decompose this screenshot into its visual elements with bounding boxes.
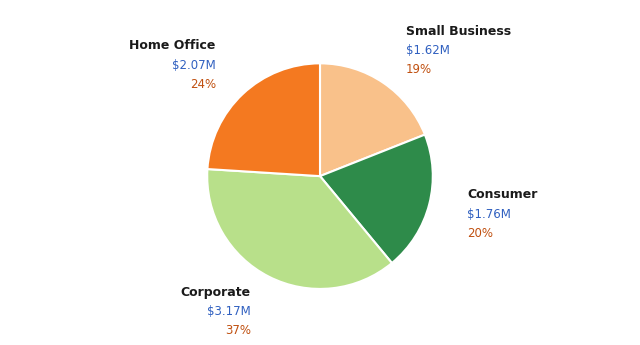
Text: 24%: 24%: [189, 78, 216, 91]
Text: $3.17M: $3.17M: [207, 305, 251, 318]
Text: 19%: 19%: [406, 63, 432, 76]
Text: $2.07M: $2.07M: [172, 59, 216, 72]
Wedge shape: [320, 63, 425, 176]
Text: $1.76M: $1.76M: [467, 207, 511, 220]
Text: 20%: 20%: [467, 227, 493, 240]
Wedge shape: [320, 135, 433, 263]
Text: Consumer: Consumer: [467, 188, 538, 201]
Text: Small Business: Small Business: [406, 24, 511, 38]
Text: Corporate: Corporate: [180, 286, 251, 299]
Text: Home Office: Home Office: [129, 39, 216, 52]
Text: $1.62M: $1.62M: [406, 44, 449, 57]
Wedge shape: [207, 63, 320, 176]
Wedge shape: [207, 169, 392, 289]
Text: 37%: 37%: [225, 325, 251, 337]
